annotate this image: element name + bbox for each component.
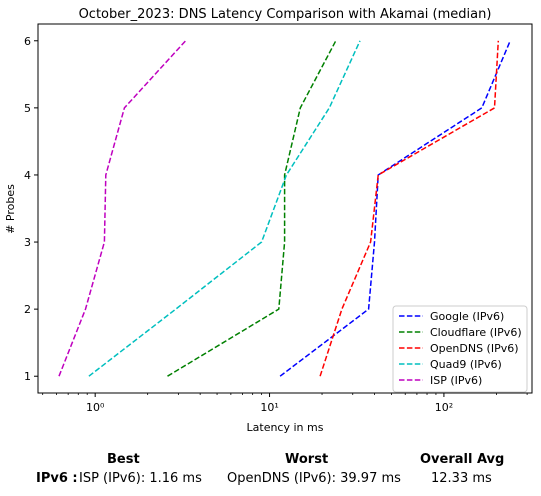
latency-chart: October_2023: DNS Latency Comparison wit… — [4, 7, 533, 434]
series-line-cloudflare-ipv6 — [167, 40, 337, 377]
x-tick-label: 10¹ — [260, 401, 278, 414]
series-line-quad9-ipv6 — [88, 40, 361, 377]
x-tick-label: 10² — [435, 401, 453, 414]
y-tick-label: 1 — [24, 370, 31, 383]
y-tick-label: 4 — [24, 169, 31, 182]
x-tick-label: 10⁰ — [86, 401, 105, 414]
series-line-isp-ipv6 — [58, 40, 187, 377]
worst-header: Worst — [285, 452, 329, 467]
legend-label: Google (IPv6) — [430, 310, 504, 323]
y-tick-label: 3 — [24, 236, 31, 249]
x-axis-label: Latency in ms — [247, 421, 324, 434]
legend-label: OpenDNS (IPv6) — [430, 342, 519, 355]
series-line-opendns-ipv6 — [319, 40, 500, 377]
best-value: ISP (IPv6): 1.16 ms — [79, 471, 202, 486]
legend-box — [392, 305, 528, 393]
worst-value: OpenDNS (IPv6): 39.97 ms — [227, 471, 401, 486]
y-tick-label: 6 — [24, 35, 31, 48]
legend-label: ISP (IPv6) — [430, 374, 482, 387]
ipv6-row-label: IPv6 : — [36, 471, 78, 486]
plot-frame — [37, 23, 533, 394]
overall-avg-header: Overall Avg — [420, 452, 505, 467]
legend-label: Quad9 (IPv6) — [430, 358, 502, 371]
y-tick-label: 5 — [24, 102, 31, 115]
y-tick-label: 2 — [24, 303, 31, 316]
overall-avg-value: 12.33 ms — [431, 471, 492, 486]
chart-title: October_2023: DNS Latency Comparison wit… — [79, 7, 492, 22]
legend-label: Cloudflare (IPv6) — [430, 326, 522, 339]
best-header: Best — [107, 452, 140, 467]
series-line-google-ipv6 — [279, 40, 511, 377]
y-axis-label: # Probes — [4, 184, 17, 234]
